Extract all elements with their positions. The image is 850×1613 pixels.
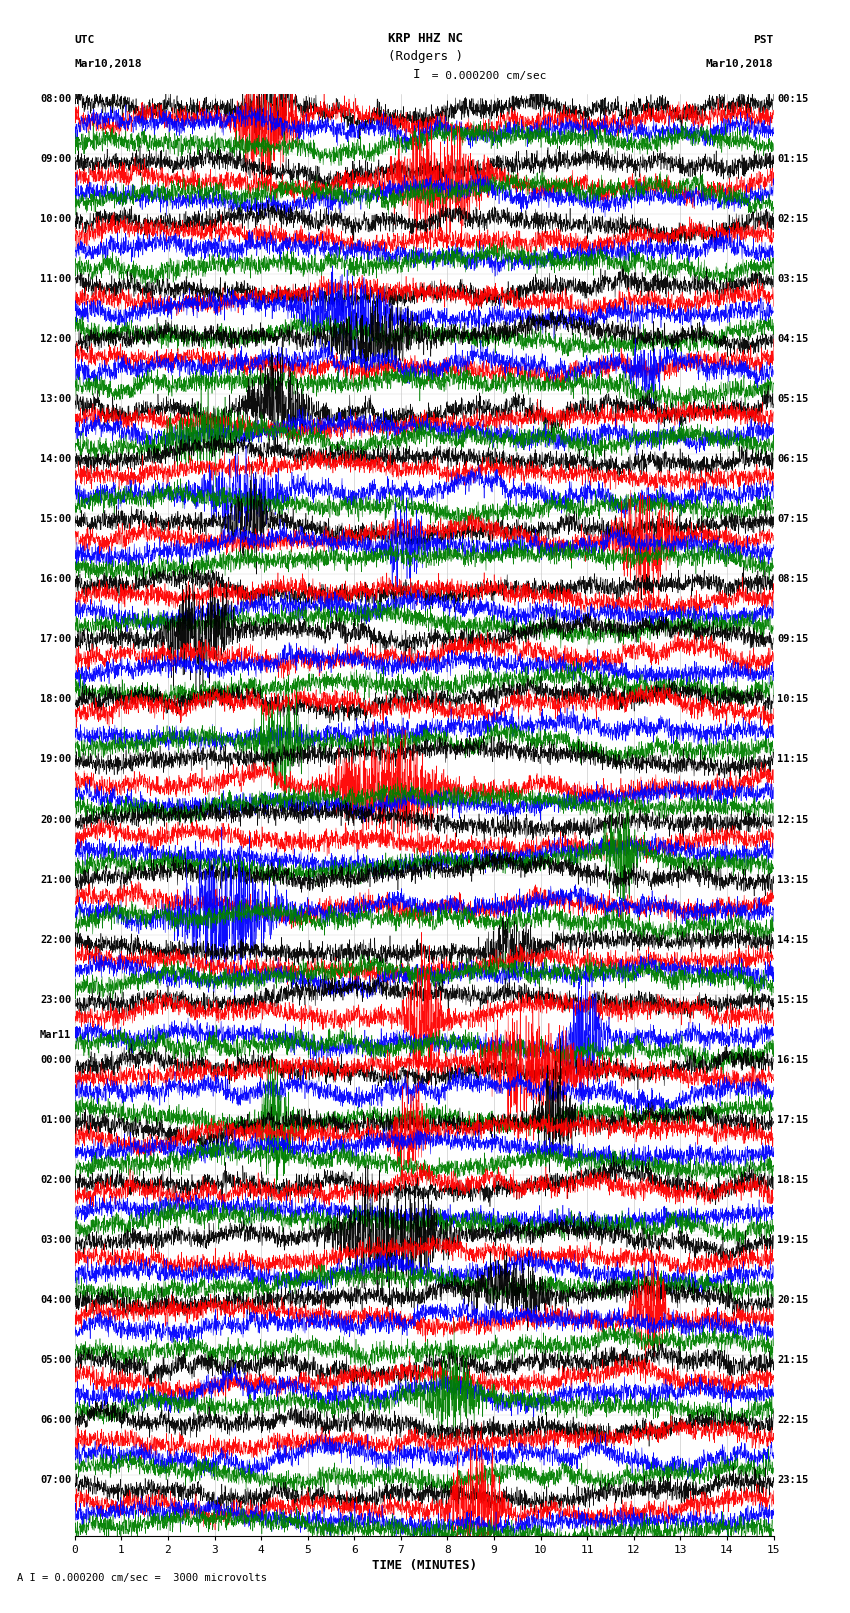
Text: 18:00: 18:00 <box>40 695 71 705</box>
Text: 15:15: 15:15 <box>777 995 808 1005</box>
Text: PST: PST <box>753 35 774 45</box>
Text: 07:00: 07:00 <box>40 1476 71 1486</box>
Text: Mar10,2018: Mar10,2018 <box>706 60 774 69</box>
Text: 21:15: 21:15 <box>777 1355 808 1365</box>
Text: 23:00: 23:00 <box>40 995 71 1005</box>
Text: = 0.000200 cm/sec: = 0.000200 cm/sec <box>425 71 547 82</box>
Text: 09:15: 09:15 <box>777 634 808 644</box>
Text: 06:15: 06:15 <box>777 455 808 465</box>
Text: 21:00: 21:00 <box>40 874 71 884</box>
Text: 05:00: 05:00 <box>40 1355 71 1365</box>
Text: 06:00: 06:00 <box>40 1416 71 1426</box>
Text: UTC: UTC <box>75 35 95 45</box>
Text: 17:00: 17:00 <box>40 634 71 644</box>
Text: 08:00: 08:00 <box>40 94 71 103</box>
Text: 18:15: 18:15 <box>777 1174 808 1186</box>
Text: 00:15: 00:15 <box>777 94 808 103</box>
Text: 19:00: 19:00 <box>40 755 71 765</box>
Text: 14:15: 14:15 <box>777 934 808 945</box>
Text: 03:00: 03:00 <box>40 1236 71 1245</box>
Text: 04:00: 04:00 <box>40 1295 71 1305</box>
Text: 05:15: 05:15 <box>777 394 808 403</box>
Text: 22:00: 22:00 <box>40 934 71 945</box>
Text: 01:15: 01:15 <box>777 153 808 163</box>
Text: 20:00: 20:00 <box>40 815 71 824</box>
Text: Mar10,2018: Mar10,2018 <box>75 60 142 69</box>
Text: 11:00: 11:00 <box>40 274 71 284</box>
Text: A I = 0.000200 cm/sec =  3000 microvolts: A I = 0.000200 cm/sec = 3000 microvolts <box>17 1573 267 1582</box>
Text: 00:00: 00:00 <box>40 1055 71 1065</box>
Text: 04:15: 04:15 <box>777 334 808 344</box>
Text: 12:15: 12:15 <box>777 815 808 824</box>
Text: 09:00: 09:00 <box>40 153 71 163</box>
X-axis label: TIME (MINUTES): TIME (MINUTES) <box>371 1558 477 1571</box>
Text: (Rodgers ): (Rodgers ) <box>388 50 462 63</box>
Text: KRP HHZ NC: KRP HHZ NC <box>388 32 462 45</box>
Text: 17:15: 17:15 <box>777 1115 808 1124</box>
Text: 10:15: 10:15 <box>777 695 808 705</box>
Text: 23:15: 23:15 <box>777 1476 808 1486</box>
Text: 20:15: 20:15 <box>777 1295 808 1305</box>
Text: 07:15: 07:15 <box>777 515 808 524</box>
Text: I: I <box>413 68 421 82</box>
Text: 02:15: 02:15 <box>777 215 808 224</box>
Text: 14:00: 14:00 <box>40 455 71 465</box>
Text: 12:00: 12:00 <box>40 334 71 344</box>
Text: 01:00: 01:00 <box>40 1115 71 1124</box>
Text: 13:15: 13:15 <box>777 874 808 884</box>
Text: 16:15: 16:15 <box>777 1055 808 1065</box>
Text: 15:00: 15:00 <box>40 515 71 524</box>
Text: 22:15: 22:15 <box>777 1416 808 1426</box>
Text: Mar11: Mar11 <box>40 1029 71 1040</box>
Text: 16:00: 16:00 <box>40 574 71 584</box>
Text: 11:15: 11:15 <box>777 755 808 765</box>
Text: 19:15: 19:15 <box>777 1236 808 1245</box>
Text: 13:00: 13:00 <box>40 394 71 403</box>
Text: 02:00: 02:00 <box>40 1174 71 1186</box>
Text: 03:15: 03:15 <box>777 274 808 284</box>
Text: 10:00: 10:00 <box>40 215 71 224</box>
Text: 08:15: 08:15 <box>777 574 808 584</box>
